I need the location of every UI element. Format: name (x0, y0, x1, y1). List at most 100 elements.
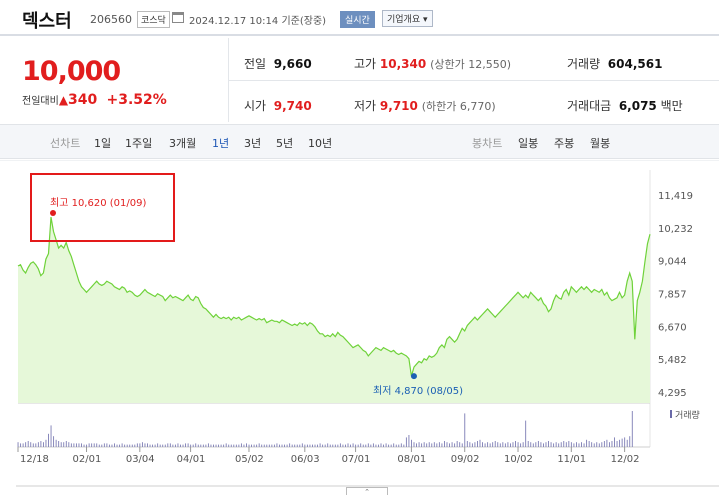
volume-bar (58, 441, 60, 447)
volume-bar (98, 444, 100, 447)
price-line (17, 216, 651, 377)
volume-legend-label: 거래량 (675, 409, 700, 421)
volume-bar (65, 441, 67, 447)
volume-bar (154, 444, 156, 447)
volume-bar (339, 443, 341, 447)
volume-bar (433, 442, 435, 447)
volume-bar (223, 444, 225, 447)
volume-bar (88, 443, 90, 447)
volume-bar (581, 442, 582, 447)
min-label: 최저 4,870 (08/05) (373, 385, 463, 397)
volume-bar (286, 444, 288, 447)
tab-3m[interactable]: 3개월 (169, 137, 197, 150)
volume-bar (185, 443, 187, 447)
volume-bar (464, 413, 466, 447)
volume-bar (233, 444, 235, 447)
volume-bar (441, 443, 443, 447)
trade-amount: 거래대금 6,075 백만 (567, 99, 683, 113)
volume-bar (469, 442, 471, 447)
volume-bar (147, 443, 148, 447)
volume-bar (263, 444, 265, 447)
volume-bar (284, 444, 286, 447)
volume-bar (411, 439, 412, 447)
volume-bar (20, 443, 22, 447)
volume: 거래량 604,561 (567, 57, 663, 71)
tab-1y[interactable]: 1년 (212, 137, 230, 150)
volume-bar (230, 444, 232, 447)
volume-bar (174, 444, 176, 447)
volume-bar (624, 437, 626, 447)
volume-bar (48, 433, 49, 447)
tab-10y[interactable]: 10년 (308, 137, 333, 150)
volume-bar (157, 443, 159, 447)
volume-bar (608, 442, 610, 447)
volume-bar (55, 439, 57, 447)
tab-monthly[interactable]: 월봉 (590, 137, 611, 150)
volume-bar (423, 442, 425, 447)
volume-bar (494, 441, 496, 447)
volume-bar (398, 444, 400, 447)
change-percent: +3.52% (106, 92, 167, 108)
volume-bar (106, 443, 108, 447)
volume-bar (289, 443, 291, 447)
current-price: 10,000 (22, 56, 121, 87)
volume-bar (631, 411, 633, 447)
volume-bar (527, 441, 529, 447)
line-chart-label: 선차트 (50, 137, 81, 150)
volume-bar (461, 443, 463, 447)
y-tick-label: 4,295 (658, 388, 687, 399)
volume-bar (360, 443, 362, 447)
volume-bar (258, 443, 260, 447)
volume-bar (108, 444, 110, 447)
volume-bar (504, 443, 506, 447)
volume-bar (479, 439, 481, 447)
volume-bar (365, 444, 367, 447)
volume-legend-swatch (670, 410, 672, 418)
tab-daily[interactable]: 일봉 (518, 137, 539, 150)
volume-bar (129, 444, 131, 447)
volume-bar (421, 443, 423, 447)
tab-weekly[interactable]: 주봉 (554, 137, 575, 150)
volume-bar (502, 442, 504, 447)
price-area (18, 217, 650, 403)
volume-bar (164, 444, 166, 447)
y-tick-label: 6,670 (658, 322, 687, 333)
tab-5y[interactable]: 5년 (276, 137, 294, 150)
volume-bar (197, 444, 199, 447)
collapse-chevron-icon[interactable]: ⌃ (346, 487, 388, 495)
tab-3y[interactable]: 3년 (244, 137, 262, 150)
volume-bar (25, 442, 27, 447)
x-tick-label: 12/18 (20, 454, 49, 465)
volume-bar (136, 443, 138, 447)
company-overview-button[interactable]: 기업개요 ▾ (382, 10, 433, 27)
volume-bar (70, 443, 72, 447)
realtime-button[interactable]: 실시간 (340, 11, 375, 28)
volume-bar (75, 443, 77, 447)
volume-bar (162, 444, 164, 447)
volume-bar (187, 443, 189, 447)
volume-bar (32, 443, 34, 447)
x-tick-label: 04/01 (177, 454, 206, 465)
volume-bar (124, 444, 126, 447)
tab-1d[interactable]: 1일 (94, 137, 112, 150)
stock-code: 206560 (90, 13, 132, 26)
open-price: 시가 9,740 (244, 99, 312, 113)
volume-bar (403, 444, 405, 447)
volume-bar (530, 442, 532, 447)
x-tick-label: 03/04 (126, 454, 155, 465)
x-tick-label: 09/02 (451, 454, 480, 465)
volume-bar (540, 442, 542, 447)
volume-bar (248, 444, 250, 447)
tab-1w[interactable]: 1주일 (125, 137, 153, 150)
volume-bar (103, 443, 105, 447)
volume-bar (228, 444, 230, 447)
volume-bar (251, 444, 253, 447)
volume-bar (312, 444, 313, 447)
volume-bar (560, 442, 562, 447)
volume-bar (454, 443, 456, 447)
volume-bar (395, 444, 397, 447)
volume-bar (598, 443, 600, 447)
volume-bar (532, 443, 534, 447)
volume-bar (367, 443, 369, 447)
volume-bar (380, 443, 382, 447)
